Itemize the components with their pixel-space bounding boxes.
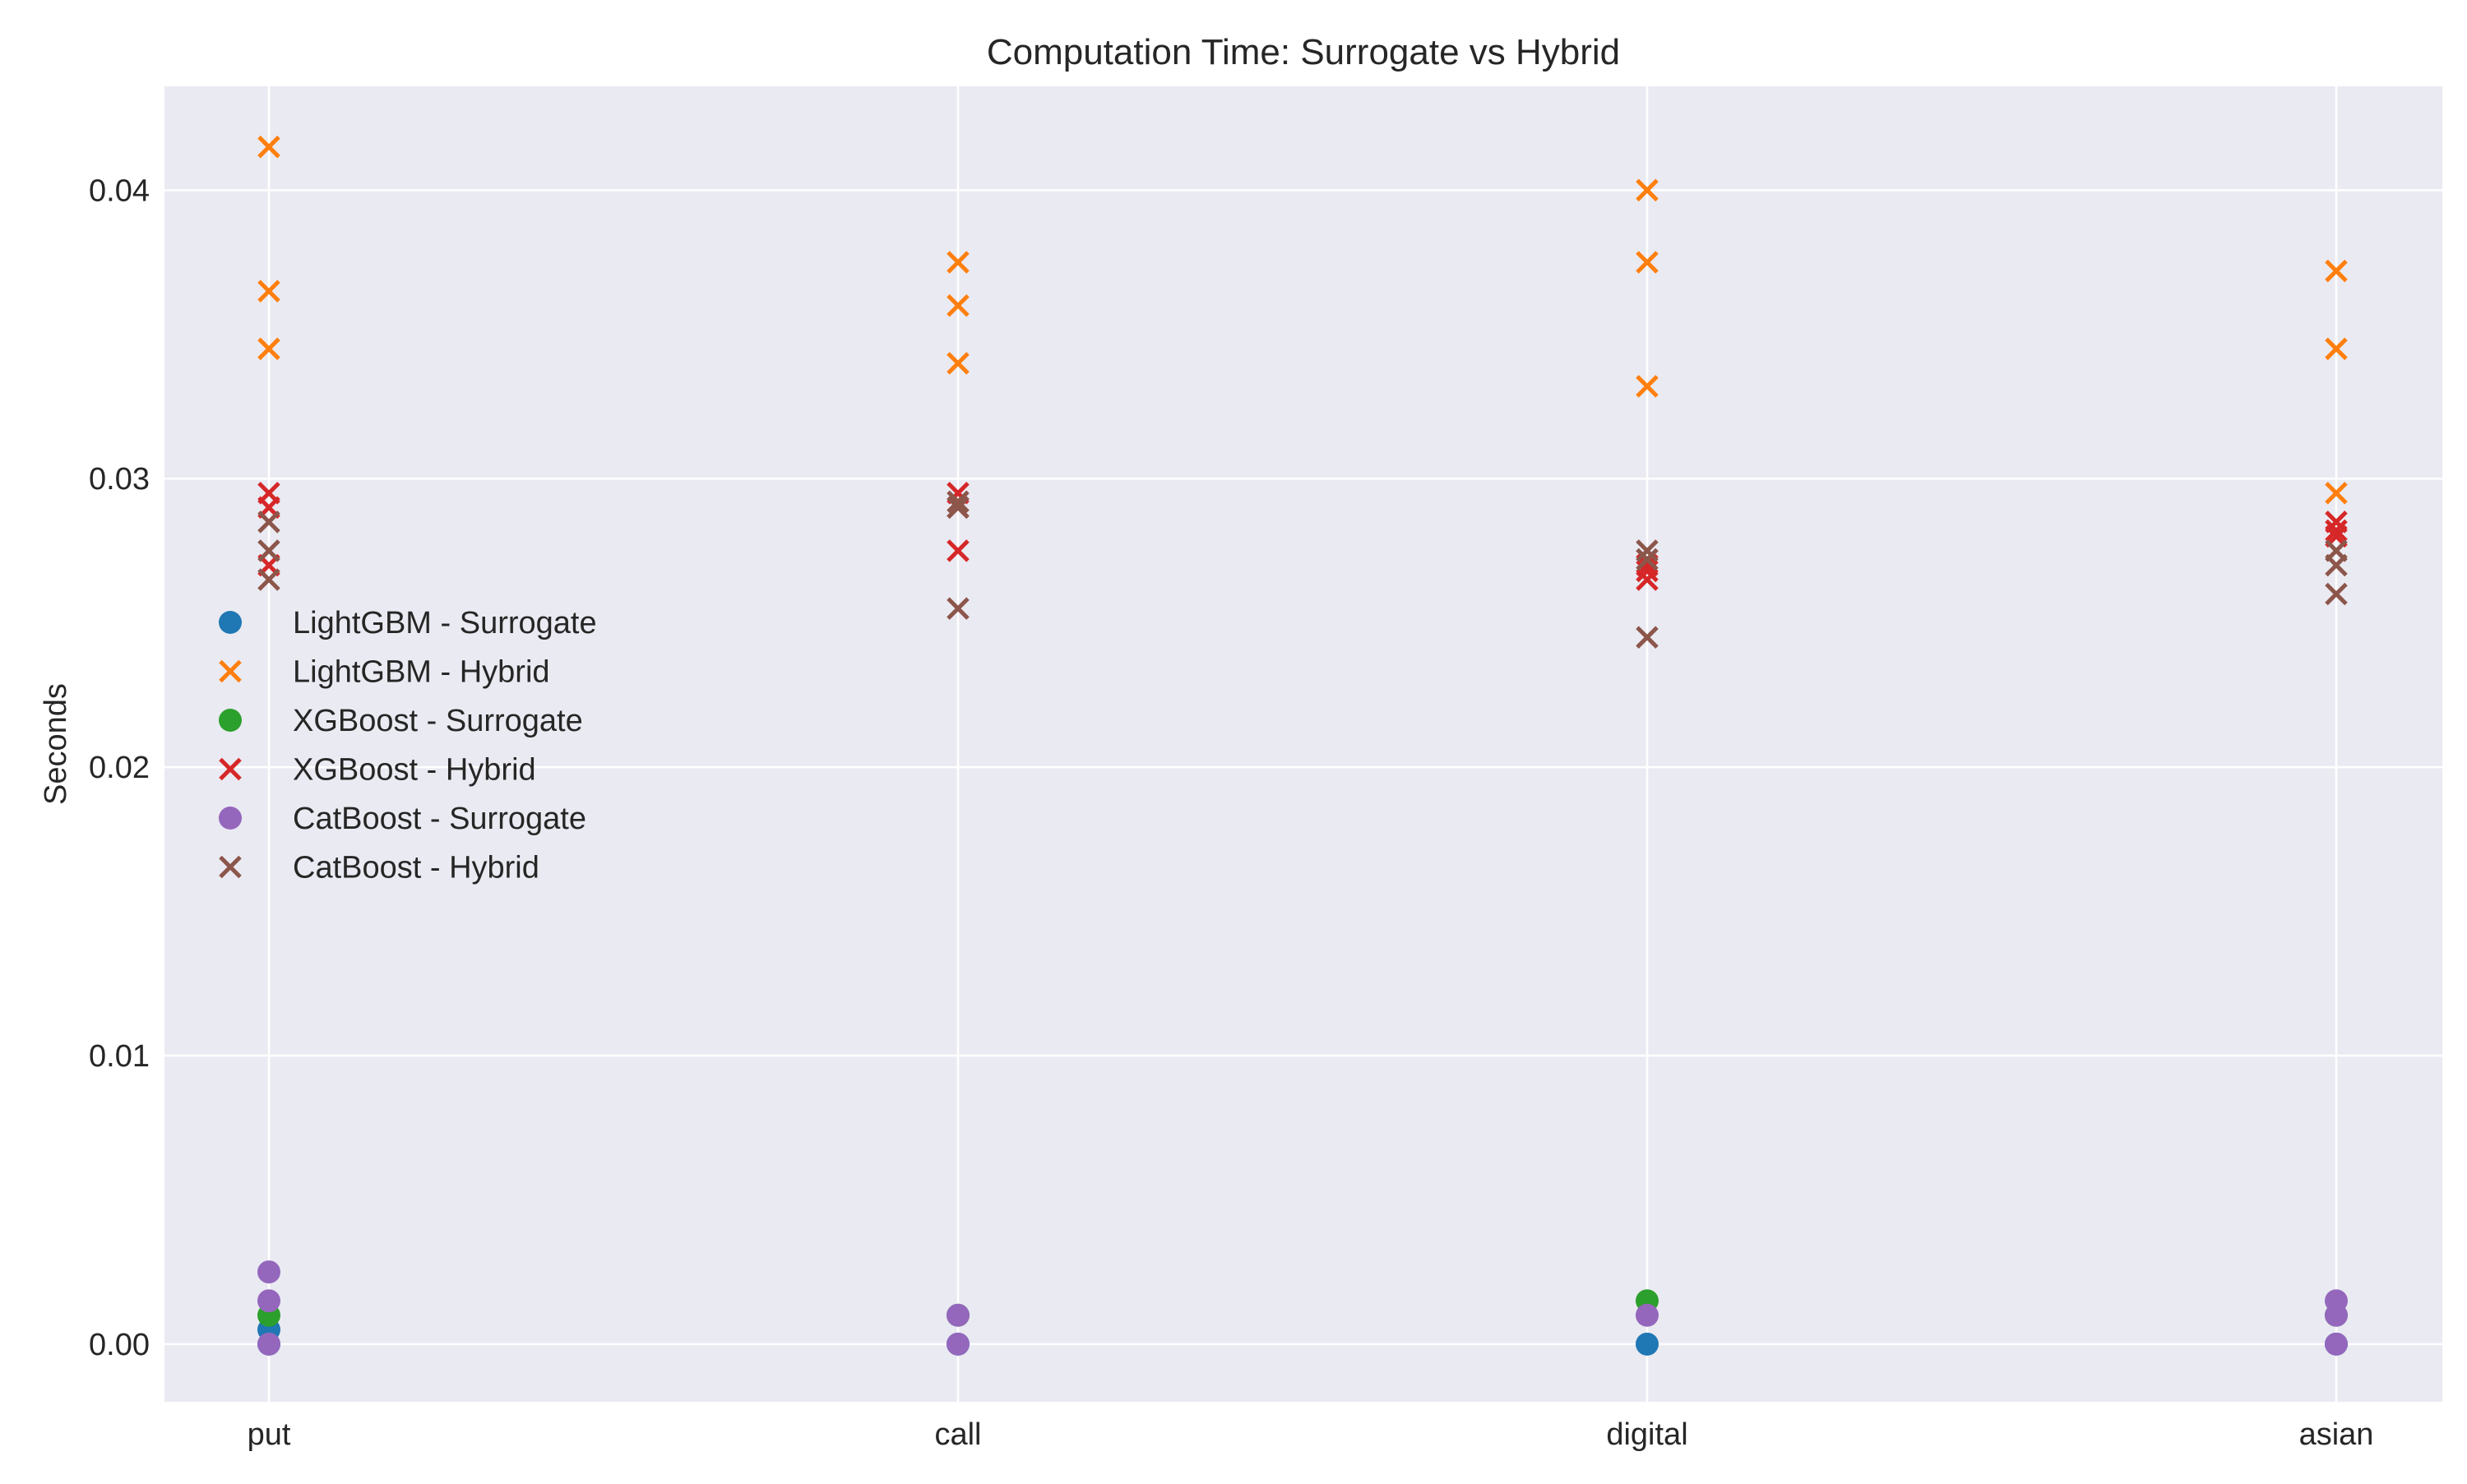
data-point-circle — [947, 1303, 970, 1327]
data-point-circle — [1636, 1332, 1659, 1356]
legend-label: LightGBM - Hybrid — [293, 655, 550, 690]
legend-marker — [219, 709, 242, 732]
data-point-x — [1636, 251, 1659, 274]
legend-marker — [219, 757, 242, 781]
legend-marker — [219, 855, 242, 879]
data-point-x — [947, 294, 970, 317]
data-point-circle — [257, 1289, 280, 1313]
x-tick-label: asian — [2299, 1417, 2374, 1452]
x-tick-label: put — [248, 1417, 291, 1452]
legend-marker — [219, 611, 242, 634]
x-tick-label: call — [934, 1417, 981, 1452]
legend-label: CatBoost - Surrogate — [293, 802, 586, 836]
x-tick-label: digital — [1606, 1417, 1687, 1452]
legend-item: XGBoost - Surrogate — [219, 704, 583, 738]
data-point-x — [947, 352, 970, 375]
data-point-x — [1636, 375, 1659, 398]
data-point-x — [947, 539, 970, 562]
y-tick-labels: 0.00 0.01 0.02 0.03 0.04 — [89, 173, 150, 1362]
data-point-x — [947, 597, 970, 620]
y-tick-label: 0.02 — [89, 751, 150, 785]
data-point-x — [1636, 548, 1659, 571]
data-point-circle — [2325, 1332, 2348, 1356]
legend-label: XGBoost - Hybrid — [293, 753, 536, 788]
data-point-circle — [1636, 1303, 1659, 1327]
grid-lines — [164, 86, 2442, 1402]
legend-item: LightGBM - Surrogate — [219, 606, 597, 640]
data-point-circle — [2325, 1303, 2348, 1327]
legend-item: CatBoost - Hybrid — [219, 851, 539, 885]
series-6-points — [257, 490, 2348, 649]
data-point-x — [947, 251, 970, 274]
y-tick-label: 0.00 — [89, 1328, 150, 1362]
data-point-x — [257, 135, 280, 159]
plot-background — [164, 86, 2442, 1402]
x-tick-labels: put call digital asian — [248, 1417, 2374, 1452]
data-point-x — [2325, 519, 2348, 543]
y-tick-label: 0.04 — [89, 173, 150, 208]
series-5-points — [257, 1260, 2348, 1356]
data-point-x — [2325, 582, 2348, 606]
series-2-points — [257, 135, 2348, 505]
legend-label: LightGBM - Surrogate — [293, 606, 597, 640]
legend: LightGBM - Surrogate LightGBM - Hybrid XGB… — [219, 606, 597, 885]
data-point-x — [1636, 539, 1659, 562]
data-point-x — [1636, 626, 1659, 649]
data-point-x — [257, 539, 280, 562]
data-point-x — [2325, 481, 2348, 505]
data-points — [257, 135, 2348, 1356]
data-point-circle — [257, 1332, 280, 1356]
y-axis-label: Seconds — [39, 683, 73, 805]
data-point-circle — [257, 1260, 280, 1284]
legend-item: XGBoost - Hybrid — [219, 753, 536, 788]
legend-label: XGBoost - Surrogate — [293, 704, 583, 738]
data-point-x — [257, 568, 280, 591]
data-point-x — [2325, 553, 2348, 577]
legend-label: CatBoost - Hybrid — [293, 851, 539, 885]
chart-title: Computation Time: Surrogate vs Hybrid — [987, 32, 1620, 72]
legend-marker — [219, 659, 242, 683]
legend-item: LightGBM - Hybrid — [219, 655, 550, 690]
data-point-x — [1636, 568, 1659, 591]
data-point-x — [2325, 337, 2348, 361]
data-point-x — [947, 490, 970, 514]
data-point-x — [1636, 178, 1659, 202]
y-tick-label: 0.01 — [89, 1039, 150, 1074]
data-point-circle — [947, 1332, 970, 1356]
legend-item: CatBoost - Surrogate — [219, 802, 586, 836]
y-tick-label: 0.03 — [89, 462, 150, 497]
legend-marker — [219, 807, 242, 830]
data-point-x — [257, 511, 280, 534]
data-point-x — [947, 496, 970, 520]
data-point-x — [257, 337, 280, 361]
data-point-x — [257, 280, 280, 303]
data-point-x — [2325, 259, 2348, 283]
